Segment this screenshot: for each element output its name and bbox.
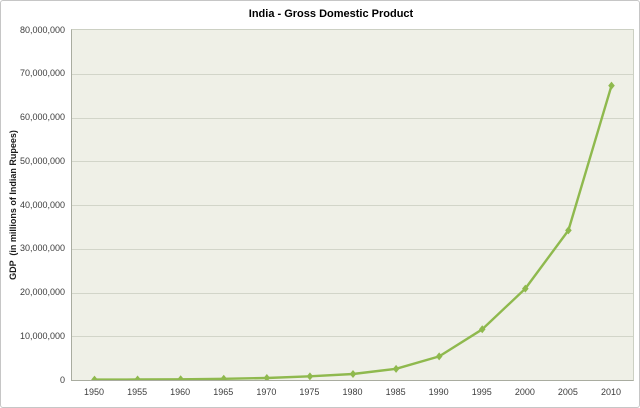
- plot-area: [71, 29, 634, 381]
- x-tick-label: 1975: [299, 387, 320, 397]
- gdp-line: [93, 84, 613, 380]
- x-tick-label: 2000: [514, 387, 535, 397]
- x-tick-label: 1960: [170, 387, 191, 397]
- x-tick-label: 2005: [557, 387, 578, 397]
- gdp-line-chart: [72, 74, 633, 380]
- chart-title: India - Gross Domestic Product: [248, 8, 414, 20]
- x-tick-label: 1995: [471, 387, 492, 397]
- data-point-marker: [177, 375, 184, 380]
- x-tick-label: 1970: [256, 387, 277, 397]
- x-tick-label: 1980: [342, 387, 363, 397]
- data-point-marker: [220, 374, 228, 380]
- x-tick-label: 1950: [83, 387, 105, 397]
- data-point-marker: [91, 375, 98, 380]
- x-tick-label: 1965: [213, 387, 234, 397]
- y-tick-label: 60,000,000: [19, 112, 65, 122]
- data-point-marker: [349, 369, 357, 378]
- y-tick-label: 70,000,000: [19, 68, 65, 79]
- data-point-marker: [522, 284, 529, 293]
- data-point-marker: [608, 81, 615, 90]
- x-tick-label: 2010: [600, 387, 622, 397]
- y-tick-label: 50,000,000: [19, 155, 65, 166]
- y-tick-label: 10,000,000: [19, 330, 65, 341]
- data-point-marker: [306, 372, 314, 380]
- y-tick-label: 0: [59, 374, 65, 385]
- data-point-marker: [392, 364, 400, 373]
- data-point-marker: [435, 352, 443, 361]
- data-point-marker: [478, 325, 486, 334]
- data-point-marker: [263, 373, 271, 380]
- y-tick-label: 80,000,000: [19, 24, 65, 35]
- y-tick-label: 20,000,000: [19, 287, 65, 297]
- x-tick-label: 1985: [385, 387, 406, 397]
- x-tick-label: 1990: [428, 387, 449, 397]
- y-tick-label: 40,000,000: [19, 199, 65, 210]
- data-point-marker: [565, 226, 572, 235]
- data-point-marker: [134, 375, 141, 380]
- x-tick-label: 1955: [127, 387, 148, 397]
- y-tick-label: 30,000,000: [19, 243, 65, 254]
